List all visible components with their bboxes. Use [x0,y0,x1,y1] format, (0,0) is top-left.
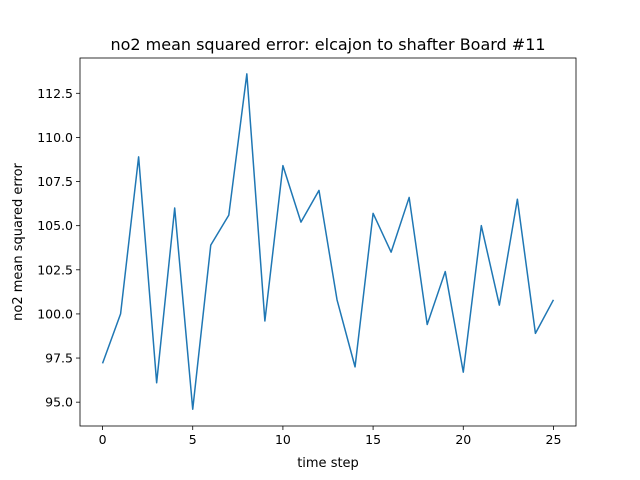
x-tick-label: 20 [455,432,471,447]
y-tick-label: 102.5 [37,262,73,277]
y-tick-label: 100.0 [37,306,73,321]
x-tick-label: 10 [275,432,291,447]
x-tick-label: 25 [546,432,562,447]
x-tick-label: 0 [99,432,107,447]
y-tick-label: 110.0 [37,130,73,145]
y-tick-label: 105.0 [37,218,73,233]
y-tick-label: 95.0 [45,395,73,410]
x-axis-label: time step [297,456,359,471]
y-tick-label: 97.5 [45,351,73,366]
y-tick-label: 112.5 [37,86,73,101]
plot-frame [79,57,577,427]
x-tick-label: 5 [189,432,197,447]
chart-title: no2 mean squared error: elcajon to shaft… [110,35,545,54]
y-axis-label: no2 mean squared error [11,162,26,320]
series-line [101,73,555,410]
x-tick-label: 15 [365,432,381,447]
y-tick-label: 107.5 [37,174,73,189]
